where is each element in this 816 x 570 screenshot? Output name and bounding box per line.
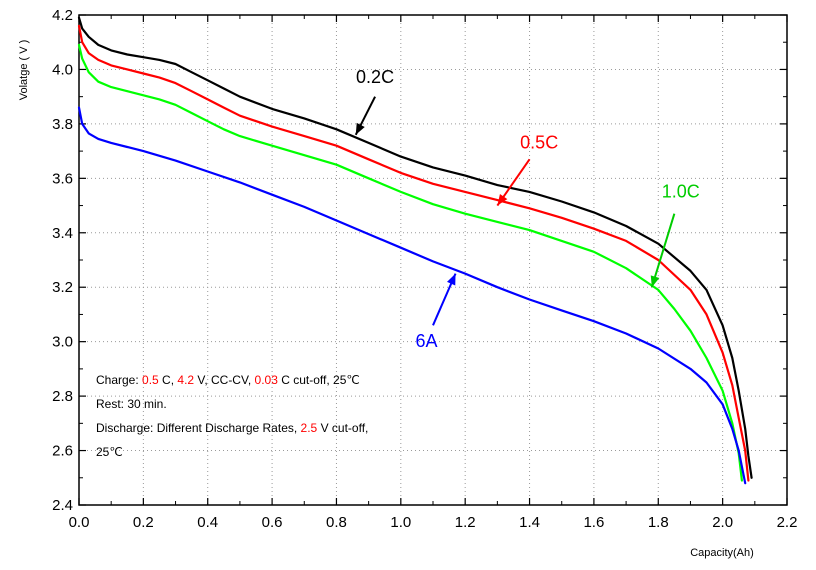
- condition-note-line: Discharge: Different Discharge Rates, 2.…: [96, 421, 368, 435]
- test-conditions-note: Charge: 0.5 C, 4.2 V, CC-CV, 0.03 C cut-…: [96, 373, 368, 459]
- annotation-label: 1.0C: [662, 181, 700, 201]
- series-line-0-5c: [77, 24, 750, 482]
- note-text: C cut-off, 25℃: [278, 373, 360, 387]
- y-tick-label: 2.6: [52, 443, 73, 460]
- x-axis-tick-labels: 0.0 0.2 0.4 0.6 0.8 1.0 1.2 1.4 1.6 1.8 2.0 2.2: [69, 514, 798, 531]
- y-tick-label: 2.8: [52, 388, 73, 405]
- condition-note-line: Charge: 0.5 C, 4.2 V, CC-CV, 0.03 C cut-…: [96, 373, 360, 387]
- x-tick-label: 0.0: [69, 514, 90, 531]
- note-text: Charge:: [96, 373, 142, 387]
- x-tick-label: 1.0: [390, 514, 411, 531]
- y-tick-label: 3.6: [52, 170, 73, 187]
- annotation-arrowhead: [355, 122, 365, 135]
- y-tick-label: 3.8: [52, 116, 73, 133]
- x-tick-label: 1.8: [648, 514, 669, 531]
- x-tick-label: 0.4: [197, 514, 218, 531]
- y-tick-label: 3.2: [52, 279, 73, 296]
- annotation-arrow: [650, 213, 676, 288]
- x-axis-title: Capacity(Ah): [690, 547, 754, 559]
- y-tick-label: 2.4: [52, 497, 73, 514]
- x-tick-label: 1.6: [583, 514, 604, 531]
- y-axis-title: Volatge ( V ): [18, 40, 30, 101]
- y-axis-tick-labels: 2.4 2.6 2.8 3.0 3.2 3.4 3.6 3.8 4.0 4.2: [52, 7, 73, 514]
- x-tick-label: 0.8: [326, 514, 347, 531]
- condition-note-line: Rest: 30 min.: [96, 397, 167, 411]
- x-tick-label: 2.0: [712, 514, 733, 531]
- note-text: Discharge: Different Discharge Rates,: [96, 421, 301, 435]
- note-text: 25℃: [96, 445, 123, 459]
- note-text: Rest: 30 min.: [96, 397, 167, 411]
- note-value: 0.03: [255, 373, 279, 387]
- y-tick-label: 3.4: [52, 225, 73, 242]
- note-text: C,: [159, 373, 178, 387]
- note-value: 2.5: [301, 421, 318, 435]
- y-tick-label: 3.0: [52, 334, 73, 351]
- series-line-0-2c: [77, 16, 753, 479]
- curve-annotations: 0.2C 0.5C 1.0C 6A: [354, 67, 700, 351]
- condition-note-line: 25℃: [96, 445, 123, 459]
- x-tick-label: 0.6: [262, 514, 283, 531]
- series-line-6a: [77, 106, 747, 485]
- x-tick-label: 1.2: [455, 514, 476, 531]
- annotation-arrowhead: [650, 275, 660, 288]
- annotation-label: 0.2C: [356, 67, 394, 87]
- y-tick-label: 4.2: [52, 7, 73, 24]
- x-tick-label: 1.4: [519, 514, 540, 531]
- annotation-arrowhead: [447, 273, 456, 286]
- note-text: V cut-off,: [317, 421, 368, 435]
- series-line-1-0c: [77, 43, 744, 482]
- note-value: 4.2: [177, 373, 194, 387]
- annotation-label: 6A: [416, 331, 438, 351]
- series-lines: [77, 16, 753, 485]
- x-tick-label: 2.2: [777, 514, 798, 531]
- note-text: V, CC-CV,: [194, 373, 254, 387]
- annotation-label: 0.5C: [520, 132, 558, 152]
- axis-ticks: [78, 14, 788, 506]
- y-tick-label: 4.0: [52, 61, 73, 78]
- note-value: 0.5: [142, 373, 159, 387]
- annotation-arrowhead: [497, 193, 508, 206]
- x-tick-label: 0.2: [133, 514, 154, 531]
